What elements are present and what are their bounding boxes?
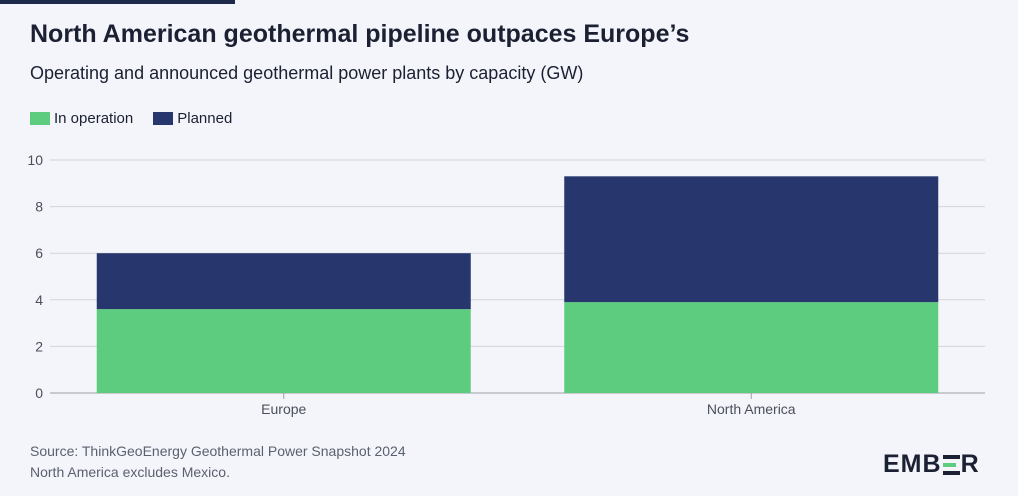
legend-swatch-planned bbox=[153, 112, 174, 125]
source-line: Source: ThinkGeoEnergy Geothermal Power … bbox=[30, 443, 406, 459]
bar-in-operation-europe bbox=[96, 309, 471, 393]
legend-label-planned: Planned bbox=[177, 110, 233, 127]
bar-chart: 0 2 4 6 8 10 Europe North America bbox=[27, 152, 985, 417]
legend-swatch-in-operation bbox=[30, 112, 50, 125]
footnote-line: North America excludes Mexico. bbox=[30, 464, 230, 480]
legend-label-in-operation: In operation bbox=[54, 110, 134, 127]
y-tick-label: 4 bbox=[35, 292, 43, 308]
legend: In operation Planned bbox=[30, 110, 252, 127]
ember-logo: EMB R bbox=[883, 450, 980, 478]
top-accent-bar bbox=[0, 0, 235, 4]
y-tick-label: 10 bbox=[27, 152, 43, 168]
source-note: Source: ThinkGeoEnergy Geothermal Power … bbox=[30, 441, 406, 483]
chart-subtitle: Operating and announced geothermal power… bbox=[30, 63, 584, 83]
bar-planned-north-america bbox=[564, 176, 939, 303]
x-tick-label: Europe bbox=[261, 401, 306, 417]
logo-e-mark bbox=[942, 454, 960, 475]
bar-planned-europe bbox=[96, 253, 471, 310]
legend-item-in-operation: In operation bbox=[30, 110, 133, 127]
y-tick-label: 6 bbox=[35, 245, 43, 261]
y-tick-label: 2 bbox=[35, 338, 43, 354]
x-tick-label: North America bbox=[707, 401, 796, 417]
bar-in-operation-north-america bbox=[564, 302, 939, 393]
y-tick-label: 0 bbox=[35, 385, 43, 401]
y-tick-label: 8 bbox=[35, 199, 43, 215]
chart-title: North American geothermal pipeline outpa… bbox=[30, 20, 690, 48]
legend-item-planned: Planned bbox=[153, 110, 232, 127]
